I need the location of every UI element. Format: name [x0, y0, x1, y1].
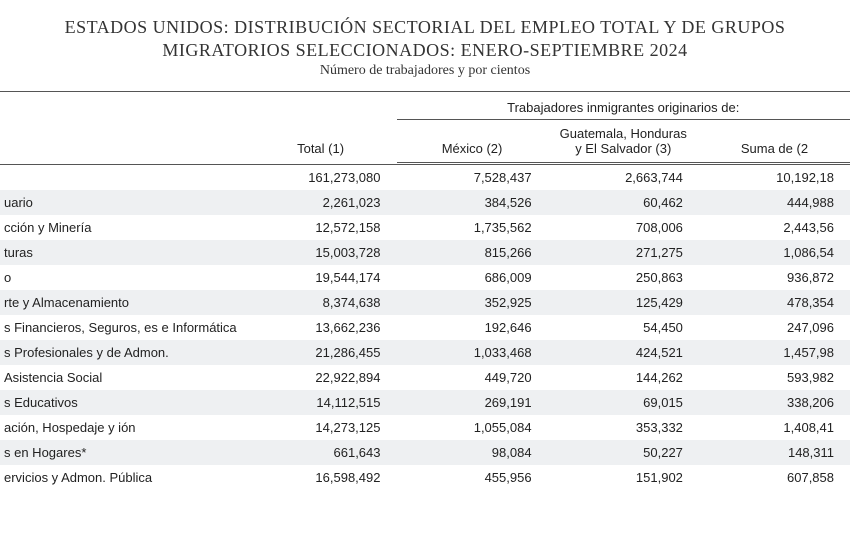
col-gt-hn-sv: Guatemala, Honduras y El Salvador (3)	[548, 119, 699, 162]
cell-suma: 2,443,56	[699, 215, 850, 240]
cell-ghs: 708,006	[548, 215, 699, 240]
cell-total: 13,662,236	[245, 315, 397, 340]
cell-suma: 936,872	[699, 265, 850, 290]
table-row: rte y Almacenamiento8,374,638352,925125,…	[0, 290, 850, 315]
row-label: cción y Minería	[0, 215, 245, 240]
table-row: s Financieros, Seguros, es e Informática…	[0, 315, 850, 340]
cell-total: 14,112,515	[245, 390, 397, 415]
cell-total: 15,003,728	[245, 240, 397, 265]
cell-ghs: 144,262	[548, 365, 699, 390]
col-total: Total (1)	[245, 94, 397, 163]
table-row: s en Hogares*661,64398,08450,227148,311	[0, 440, 850, 465]
col-mexico: México (2)	[397, 119, 548, 162]
table-row: turas15,003,728815,266271,2751,086,54	[0, 240, 850, 265]
cell-mexico: 7,528,437	[397, 164, 548, 190]
table-row: o19,544,174686,009250,863936,872	[0, 265, 850, 290]
cell-mexico: 1,735,562	[397, 215, 548, 240]
cell-suma: 1,086,54	[699, 240, 850, 265]
cell-mexico: 384,526	[397, 190, 548, 215]
cell-total: 161,273,080	[245, 164, 397, 190]
cell-total: 8,374,638	[245, 290, 397, 315]
cell-mexico: 455,956	[397, 465, 548, 490]
cell-total: 21,286,455	[245, 340, 397, 365]
row-label: ación, Hospedaje y ión	[0, 415, 245, 440]
cell-mexico: 1,055,084	[397, 415, 548, 440]
cell-ghs: 250,863	[548, 265, 699, 290]
row-label: ervicios y Admon. Pública	[0, 465, 245, 490]
cell-mexico: 1,033,468	[397, 340, 548, 365]
employment-table: Total (1) Trabajadores inmigrantes origi…	[0, 91, 850, 490]
cell-ghs: 353,332	[548, 415, 699, 440]
row-label: s Financieros, Seguros, es e Informática	[0, 315, 245, 340]
cell-total: 22,922,894	[245, 365, 397, 390]
cell-total: 14,273,125	[245, 415, 397, 440]
table-row: ación, Hospedaje y ión14,273,1251,055,08…	[0, 415, 850, 440]
cell-suma: 247,096	[699, 315, 850, 340]
title-line-2: MIGRATORIOS SELECCIONADOS: ENERO-SEPTIEM…	[162, 40, 687, 60]
col-suma: Suma de (2	[699, 119, 850, 162]
col-group-immigrants: Trabajadores inmigrantes originarios de:	[397, 94, 850, 120]
title-line-1: ESTADOS UNIDOS: DISTRIBUCIÓN SECTORIAL D…	[65, 17, 786, 37]
cell-ghs: 271,275	[548, 240, 699, 265]
cell-suma: 338,206	[699, 390, 850, 415]
row-label: s en Hogares*	[0, 440, 245, 465]
row-label: turas	[0, 240, 245, 265]
table-row: 161,273,0807,528,4372,663,74410,192,18	[0, 164, 850, 190]
row-label: rte y Almacenamiento	[0, 290, 245, 315]
cell-suma: 607,858	[699, 465, 850, 490]
cell-mexico: 98,084	[397, 440, 548, 465]
cell-mexico: 192,646	[397, 315, 548, 340]
cell-total: 12,572,158	[245, 215, 397, 240]
cell-ghs: 50,227	[548, 440, 699, 465]
table-row: ervicios y Admon. Pública16,598,492455,9…	[0, 465, 850, 490]
cell-mexico: 815,266	[397, 240, 548, 265]
cell-total: 661,643	[245, 440, 397, 465]
cell-total: 19,544,174	[245, 265, 397, 290]
cell-ghs: 424,521	[548, 340, 699, 365]
cell-ghs: 54,450	[548, 315, 699, 340]
cell-suma: 478,354	[699, 290, 850, 315]
row-label: s Profesionales y de Admon.	[0, 340, 245, 365]
cell-total: 16,598,492	[245, 465, 397, 490]
table-header: Total (1) Trabajadores inmigrantes origi…	[0, 92, 850, 165]
table-row: uario2,261,023384,52660,462444,988	[0, 190, 850, 215]
page-subtitle: Número de trabajadores y por cientos	[0, 63, 850, 79]
report-page: ESTADOS UNIDOS: DISTRIBUCIÓN SECTORIAL D…	[0, 0, 850, 490]
cell-ghs: 69,015	[548, 390, 699, 415]
table-body: 161,273,0807,528,4372,663,74410,192,18ua…	[0, 164, 850, 490]
cell-suma: 148,311	[699, 440, 850, 465]
table-row: s Educativos14,112,515269,19169,015338,2…	[0, 390, 850, 415]
cell-suma: 1,457,98	[699, 340, 850, 365]
cell-suma: 1,408,41	[699, 415, 850, 440]
cell-suma: 444,988	[699, 190, 850, 215]
cell-total: 2,261,023	[245, 190, 397, 215]
table-row: cción y Minería12,572,1581,735,562708,00…	[0, 215, 850, 240]
cell-mexico: 352,925	[397, 290, 548, 315]
cell-ghs: 60,462	[548, 190, 699, 215]
table-row: Asistencia Social22,922,894449,720144,26…	[0, 365, 850, 390]
row-label	[0, 164, 245, 190]
cell-mexico: 269,191	[397, 390, 548, 415]
cell-mexico: 449,720	[397, 365, 548, 390]
cell-mexico: 686,009	[397, 265, 548, 290]
row-label: uario	[0, 190, 245, 215]
table-row: s Profesionales y de Admon.21,286,4551,0…	[0, 340, 850, 365]
page-title: ESTADOS UNIDOS: DISTRIBUCIÓN SECTORIAL D…	[0, 16, 850, 61]
cell-ghs: 2,663,744	[548, 164, 699, 190]
row-label: Asistencia Social	[0, 365, 245, 390]
cell-ghs: 151,902	[548, 465, 699, 490]
cell-ghs: 125,429	[548, 290, 699, 315]
row-label: o	[0, 265, 245, 290]
row-label: s Educativos	[0, 390, 245, 415]
cell-suma: 593,982	[699, 365, 850, 390]
cell-suma: 10,192,18	[699, 164, 850, 190]
